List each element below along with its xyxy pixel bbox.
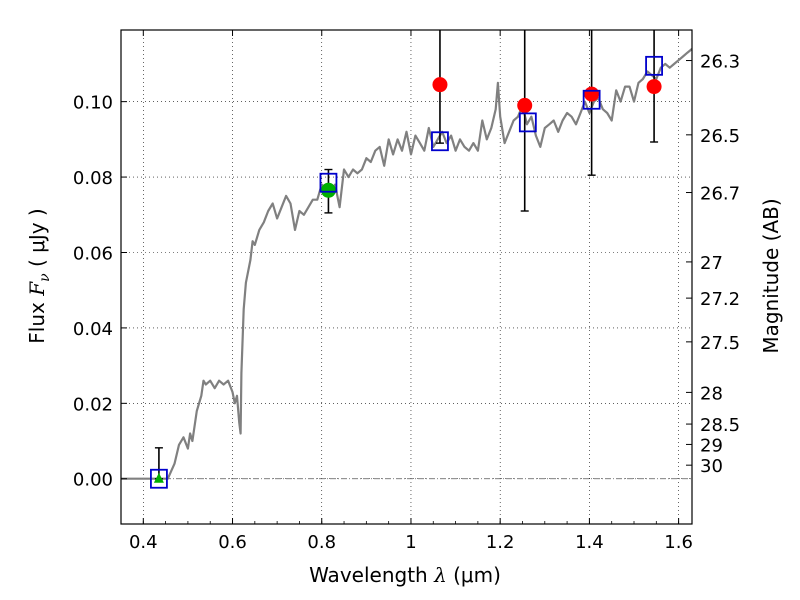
grid-lines [121, 30, 692, 524]
y-axis-title-suffix: ( μJy ) [25, 208, 49, 273]
error-bars [154, 30, 659, 480]
model-photometry-square [645, 55, 663, 76]
magnitude-tick-label: 27.2 [700, 289, 740, 310]
data-point [432, 77, 448, 93]
data-point [646, 79, 662, 95]
y-tick-label: 0.04 [73, 319, 113, 340]
x-tick-label: 1.6 [664, 532, 693, 553]
magnitude-tick-label: 28.5 [700, 415, 740, 436]
y-axis-title-symbol: F [25, 281, 49, 297]
magnitude-tick-label: 27.5 [700, 333, 740, 354]
data-point [517, 97, 533, 113]
x-axis-title-symbol: λ [433, 563, 447, 587]
model-photometry-square [431, 131, 449, 152]
x-tick-label: 0.4 [129, 532, 158, 553]
model-sed-series [121, 48, 692, 480]
x-axis-title-prefix: Wavelength [309, 563, 434, 587]
x-axis-title: Wavelength λ (μm) [309, 563, 501, 587]
magnitude-tick-label: 26.7 [700, 184, 740, 205]
x-tick-label: 0.8 [307, 532, 336, 553]
y-tick-label: 0.02 [73, 394, 113, 415]
data-point [320, 182, 336, 198]
x-tick-label: 1.4 [575, 532, 604, 553]
model-photometry-square [150, 468, 168, 489]
x-tick-label: 0.6 [218, 532, 247, 553]
x-tick-label: 1.2 [486, 532, 515, 553]
data-markers [150, 55, 663, 489]
y-axis-ticks: 0.00 0.02 0.04 0.06 0.08 0.10 [73, 93, 127, 491]
magnitude-tick-label: 26.3 [700, 52, 740, 73]
magnitude-tick-label: 28 [700, 383, 723, 404]
x-tick-label: 1 [405, 532, 416, 553]
magnitude-tick-label: 29 [700, 435, 723, 456]
magnitude-tick-label: 27 [700, 253, 723, 274]
y-axis-title-subscript: ν [37, 273, 53, 282]
model-sed-line [121, 48, 692, 480]
y-tick-label: 0.06 [73, 243, 113, 264]
plot-frame [120, 29, 693, 525]
x-axis-ticks: 0.4 0.6 0.8 1 1.2 1.4 1.6 [129, 30, 693, 553]
magnitude-tick-label: 26.5 [700, 126, 740, 147]
y-tick-label: 0.08 [73, 168, 113, 189]
x-axis-title-suffix: (μm) [447, 563, 501, 587]
y-tick-label: 0.10 [73, 93, 113, 114]
y-axis-title: Flux Fν ( μJy ) [25, 208, 53, 343]
y-tick-label: 0.00 [73, 470, 113, 491]
model-photometry-square [319, 172, 338, 193]
model-photometry-square [518, 112, 537, 133]
upper-limit-triangle [153, 472, 164, 483]
data-point [584, 86, 600, 102]
model-photometry-square [582, 89, 601, 110]
magnitude-tick-label: 30 [700, 456, 723, 477]
magnitude-axis-title: Magnitude (AB) [759, 198, 783, 353]
y-axis-title-prefix: Flux [25, 296, 49, 344]
